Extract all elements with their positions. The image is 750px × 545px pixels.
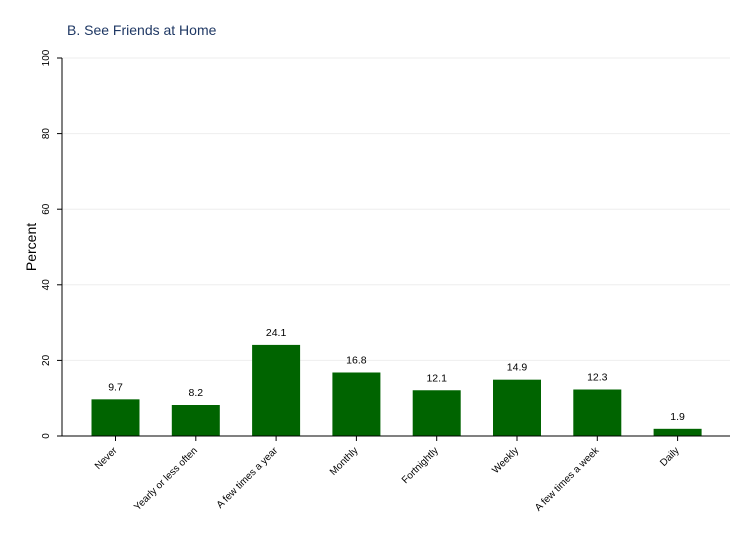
x-tick-label: A few times a year xyxy=(215,445,281,511)
data-labels: 9.7 8.2 24.1 16.8 12.1 14.9 12.3 1.9 xyxy=(108,327,685,423)
x-tick-label: Weekly xyxy=(490,445,521,476)
x-tick-label: Daily xyxy=(658,445,682,469)
gridlines xyxy=(62,57,730,361)
y-ticks: 0 20 40 60 80 100 xyxy=(41,49,62,439)
bar xyxy=(573,389,622,436)
y-tick-label: 40 xyxy=(41,279,52,291)
data-label: 8.2 xyxy=(188,387,203,399)
bar xyxy=(171,405,220,436)
bar xyxy=(493,379,541,436)
data-label: 9.7 xyxy=(108,381,123,393)
x-tick-label: Fortnightly xyxy=(400,445,441,486)
bar xyxy=(252,344,301,436)
bar xyxy=(653,428,702,436)
x-tick-label: Yearly or less often xyxy=(132,445,200,513)
data-label: 24.1 xyxy=(266,327,287,339)
y-tick-label: 100 xyxy=(41,49,52,66)
bar xyxy=(332,372,381,436)
data-label: 14.9 xyxy=(507,362,528,374)
bar xyxy=(412,390,461,436)
x-ticks: Never Yearly or less often A few times a y… xyxy=(93,436,682,514)
y-axis-label: Percent xyxy=(23,223,39,271)
data-label: 16.8 xyxy=(346,354,367,366)
data-label: 12.1 xyxy=(426,372,447,384)
data-label: 1.9 xyxy=(670,411,685,423)
y-tick-label: 20 xyxy=(41,354,52,366)
y-tick-label: 80 xyxy=(41,128,52,140)
bars xyxy=(91,344,702,436)
x-tick-label: Never xyxy=(93,445,120,472)
y-tick-label: 0 xyxy=(41,433,52,439)
x-tick-label: Monthly xyxy=(328,445,361,478)
y-tick-label: 60 xyxy=(41,203,52,215)
data-label: 12.3 xyxy=(587,372,608,384)
chart-title: B. See Friends at Home xyxy=(67,22,217,38)
x-tick-label: A few times a week xyxy=(533,445,602,514)
bar xyxy=(91,399,140,436)
